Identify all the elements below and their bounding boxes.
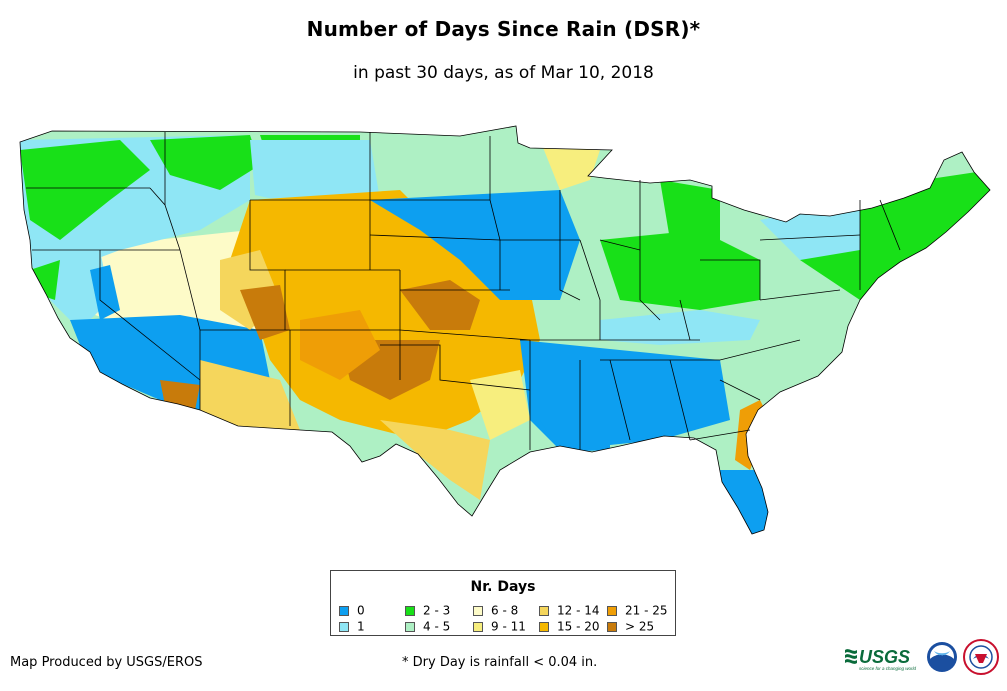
legend-item-5: 9 - 11 xyxy=(473,620,526,633)
nws-logo xyxy=(963,639,999,675)
usgs-tagline: science for a changing world xyxy=(859,666,917,671)
dry-day-footnote: * Dry Day is rainfall < 0.04 in. xyxy=(402,655,598,670)
legend-swatch xyxy=(339,621,349,632)
legend-swatch xyxy=(473,621,483,632)
legend-swatch xyxy=(405,621,415,632)
legend-label: 2 - 3 xyxy=(423,603,451,618)
legend-item-2: 2 - 3 xyxy=(405,604,450,617)
legend-swatch xyxy=(539,621,549,632)
map-title: Number of Days Since Rain (DSR)* xyxy=(306,17,701,41)
legend-item-4: 6 - 8 xyxy=(473,604,518,617)
legend-label: 15 - 20 xyxy=(557,619,600,634)
legend-item-8: 21 - 25 xyxy=(607,604,668,617)
legend-label: 4 - 5 xyxy=(423,619,451,634)
legend-item-1: 1 xyxy=(339,620,365,633)
legend-item-7: 15 - 20 xyxy=(539,620,600,633)
noaa-logo: noaa xyxy=(927,642,957,672)
legend-item-0: 0 xyxy=(339,604,365,617)
usgs-logo: USGS science for a changing world xyxy=(845,647,917,671)
legend-swatch xyxy=(607,605,617,616)
usgs-wordmark: USGS xyxy=(859,647,910,667)
legend-label: 12 - 14 xyxy=(557,603,600,618)
map-subtitle: in past 30 days, as of Mar 10, 2018 xyxy=(353,63,654,83)
legend-swatch xyxy=(607,621,617,632)
us-dsr-map xyxy=(19,125,991,535)
legend-swatch xyxy=(539,605,549,616)
legend-label: 21 - 25 xyxy=(625,603,668,618)
legend: Nr. Days 0 1 2 - 3 4 - 5 6 - 8 9 - 11 12… xyxy=(330,570,676,636)
legend-item-9: > 25 xyxy=(607,620,654,633)
legend-label: 1 xyxy=(357,619,365,634)
legend-label: 9 - 11 xyxy=(491,619,526,634)
legend-item-3: 4 - 5 xyxy=(405,620,450,633)
producer-credit: Map Produced by USGS/EROS xyxy=(10,655,203,670)
legend-swatch xyxy=(339,605,349,616)
legend-label: 6 - 8 xyxy=(491,603,519,618)
legend-label: > 25 xyxy=(625,619,655,634)
noaa-wordmark: noaa xyxy=(936,654,948,660)
legend-label: 0 xyxy=(357,603,365,618)
dsr-fill-regions xyxy=(20,126,990,534)
legend-swatch xyxy=(473,605,483,616)
legend-title: Nr. Days xyxy=(470,579,536,595)
legend-item-6: 12 - 14 xyxy=(539,604,600,617)
state-boundaries xyxy=(19,125,991,535)
legend-swatch xyxy=(405,605,415,616)
